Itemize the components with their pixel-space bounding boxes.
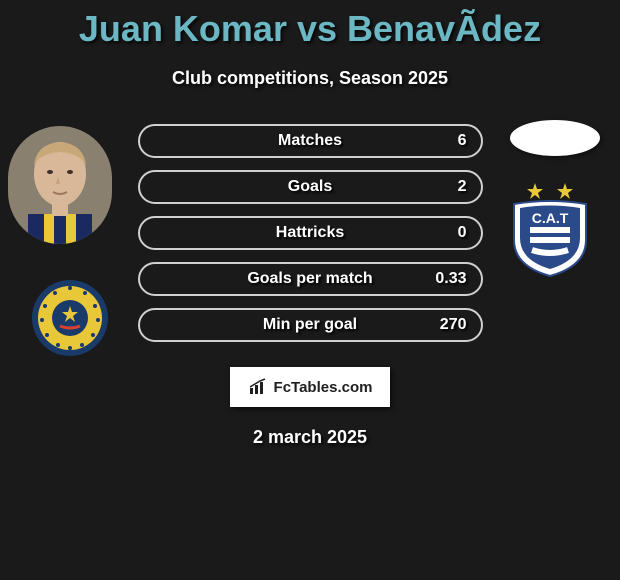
brand-text: FcTables.com bbox=[274, 379, 373, 396]
stat-label: Matches bbox=[278, 132, 342, 150]
player-left-avatar bbox=[8, 126, 112, 244]
avatar-left bbox=[8, 126, 112, 244]
stat-row-hattricks: Hattricks 0 bbox=[138, 216, 483, 250]
stat-value: 0.33 bbox=[435, 270, 466, 288]
date-text: 2 march 2025 bbox=[0, 427, 620, 448]
club-left-svg bbox=[30, 278, 110, 358]
club-right-text: C.A.T bbox=[532, 210, 569, 226]
avatar-right-ellipse bbox=[510, 120, 600, 156]
stats-container: Matches 6 Goals 2 Hattricks 0 Goals per … bbox=[138, 124, 483, 342]
page-title: Juan Komar vs BenavÃ­dez bbox=[0, 0, 620, 50]
player-left-club-badge bbox=[30, 278, 110, 363]
stat-label: Goals per match bbox=[247, 270, 372, 288]
stat-label: Hattricks bbox=[276, 224, 344, 242]
player-left-svg bbox=[8, 126, 112, 244]
brand-chart-icon bbox=[248, 378, 270, 396]
club-right-svg: C.A.T bbox=[500, 178, 600, 278]
stat-row-matches: Matches 6 bbox=[138, 124, 483, 158]
stat-row-min-per-goal: Min per goal 270 bbox=[138, 308, 483, 342]
stat-row-goals-per-match: Goals per match 0.33 bbox=[138, 262, 483, 296]
brand-badge: FcTables.com bbox=[230, 367, 390, 407]
stat-label: Goals bbox=[288, 178, 332, 196]
stat-value: 0 bbox=[458, 224, 467, 242]
stat-row-goals: Goals 2 bbox=[138, 170, 483, 204]
stat-value: 6 bbox=[458, 132, 467, 150]
subtitle: Club competitions, Season 2025 bbox=[0, 68, 620, 89]
stat-value: 270 bbox=[440, 316, 467, 334]
player-right-club-badge: C.A.T bbox=[500, 178, 600, 283]
stat-label: Min per goal bbox=[263, 316, 357, 334]
player-right-avatar bbox=[510, 120, 600, 156]
stat-value: 2 bbox=[458, 178, 467, 196]
